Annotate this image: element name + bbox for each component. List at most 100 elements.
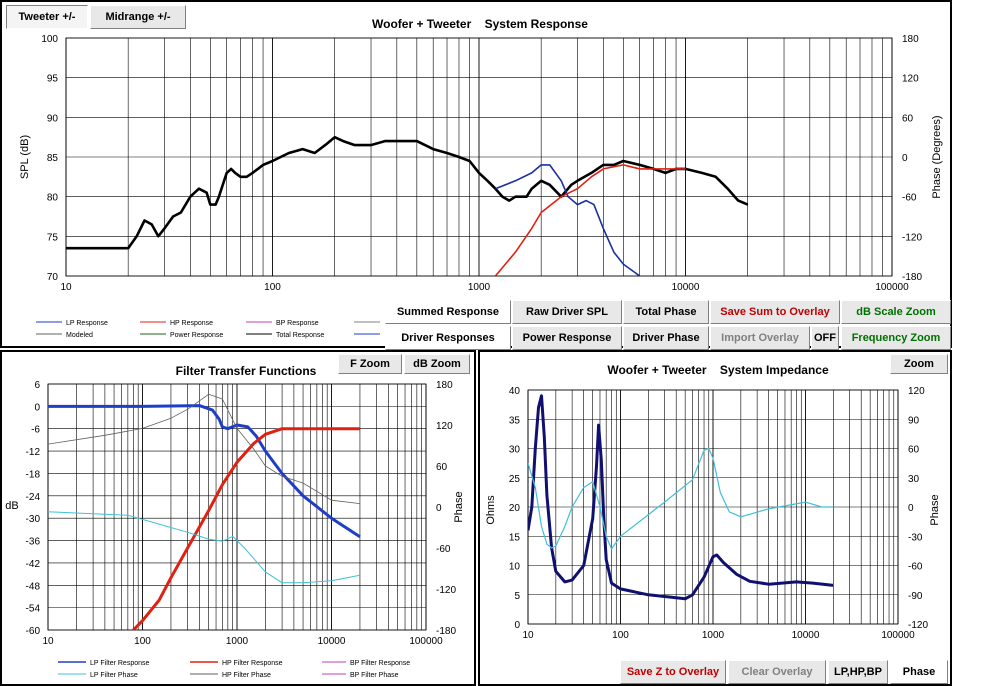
lp-filter-phase-line	[48, 511, 360, 584]
filter-legend: LP Filter Response HP Filter Response BP…	[58, 660, 410, 679]
lp-hp-bp-button[interactable]: LP,HP,BP	[828, 660, 888, 684]
legend-hp-label: HP Filter Response	[222, 660, 283, 667]
chart-title: Filter Transfer Functions	[176, 364, 317, 378]
f-zoom-button[interactable]: F Zoom	[338, 354, 402, 374]
y-tick-label: -18	[26, 469, 41, 480]
y-tick-label: 0	[34, 402, 40, 413]
tweeter-toggle-button[interactable]: Tweeter +/-	[6, 5, 88, 29]
y-tick-label: 6	[34, 380, 40, 391]
legend-lp-label: LP Filter Response	[90, 660, 150, 667]
x-tick-label: 100	[612, 630, 629, 641]
x-tick-label: 10	[522, 630, 534, 641]
raw-driver-spl-button[interactable]: Raw Driver SPL	[512, 300, 622, 324]
y-tick-label: 90	[47, 113, 59, 124]
y-tick-label: -30	[26, 514, 41, 525]
total-response-line	[66, 135, 749, 250]
plot-area: 10 100 1000 10000 10000060-6-12-18-24-30-36-…	[26, 380, 457, 647]
db-scale-zoom-button[interactable]: dB Scale Zoom	[841, 300, 951, 324]
power-response-button[interactable]: Power Response	[512, 326, 622, 350]
y2-tick-label: -120	[902, 232, 922, 243]
y-tick-label: 100	[41, 34, 58, 45]
y2-axis-label: Phase	[453, 491, 465, 522]
legend-total-label: Total Response	[276, 332, 324, 339]
lp-response-line	[495, 164, 641, 276]
total-phase-button[interactable]: Total Phase	[623, 300, 709, 324]
clear-overlay-button[interactable]: Clear Overlay	[728, 660, 826, 684]
x-tick-label: 1000	[468, 282, 491, 293]
y2-tick-label: 0	[902, 153, 908, 164]
y-axis-label: Ohms	[485, 495, 497, 525]
x-tick-label: 10000	[672, 282, 700, 293]
y2-tick-label: 0	[908, 503, 914, 514]
y-tick-label: 10	[509, 562, 521, 573]
legend-bpp-label: BP Filter Phase	[350, 672, 399, 679]
summed-response-button[interactable]: Summed Response	[385, 300, 511, 324]
y-axis-label: dB	[5, 500, 18, 512]
y2-tick-label: 90	[908, 415, 920, 426]
y2-tick-label: -120	[436, 585, 456, 596]
import-overlay-button[interactable]: Import Overlay	[710, 326, 810, 350]
plot-area: 10 100 1000 10000 100000 70 75 80 85 90 95 100 -180 -…	[41, 34, 922, 293]
legend-lp-label: LP Response	[66, 320, 108, 327]
y-tick-label: 5	[514, 591, 520, 602]
y2-tick-label: 120	[436, 421, 453, 432]
y2-tick-label: 180	[436, 380, 453, 391]
y2-tick-label: 60	[436, 462, 448, 473]
y-tick-label: 30	[509, 445, 521, 456]
driver-phase-button[interactable]: Driver Phase	[623, 326, 709, 350]
overlay-off-button[interactable]: OFF	[811, 326, 839, 350]
midrange-toggle-button[interactable]: Midrange +/-	[90, 5, 186, 29]
y2-tick-label: 60	[908, 445, 920, 456]
y-tick-label: 0	[514, 620, 520, 631]
db-zoom-button[interactable]: dB Zoom	[404, 354, 470, 374]
y-tick-label: -48	[26, 581, 41, 592]
y-tick-label: -60	[26, 626, 41, 637]
y2-tick-label: 120	[908, 386, 925, 397]
y2-tick-label: 30	[908, 474, 920, 485]
x-tick-label: 100	[134, 636, 151, 647]
y2-tick-label: -90	[908, 591, 923, 602]
legend-bp-label: BP Response	[276, 320, 319, 327]
y-tick-label: 40	[509, 386, 521, 397]
y2-tick-label: 120	[902, 74, 919, 85]
save-z-to-overlay-button[interactable]: Save Z to Overlay	[620, 660, 726, 684]
y2-tick-label: 0	[436, 503, 442, 514]
legend-modeled-label: Modeled	[66, 332, 93, 339]
x-tick-label: 10000	[318, 636, 346, 647]
zoom-button[interactable]: Zoom	[890, 354, 948, 374]
chart-title: Woofer + Tweeter System Impedance	[607, 363, 829, 377]
y-tick-label: 35	[509, 415, 521, 426]
y-tick-label: 70	[47, 272, 59, 283]
system-response-chart: Woofer + Tweeter System Response SPL (dB…	[19, 17, 943, 293]
y-axis-label: SPL (dB)	[19, 135, 31, 179]
legend-hp-label: HP Response	[170, 320, 213, 327]
y2-tick-label: -180	[902, 272, 922, 283]
phase-button[interactable]: Phase	[890, 660, 948, 684]
y2-tick-label: -120	[908, 620, 928, 631]
driver-responses-button[interactable]: Driver Responses	[385, 326, 511, 350]
y2-tick-label: -60	[902, 193, 917, 204]
hp-response-line	[494, 164, 686, 276]
plot-border	[65, 37, 893, 277]
y2-tick-label: -60	[908, 562, 923, 573]
y-tick-label: 20	[509, 503, 521, 514]
legend-power-label: Power Response	[170, 332, 223, 339]
plot-border	[47, 383, 427, 631]
x-tick-label: 10	[42, 636, 54, 647]
y-tick-label: 95	[47, 74, 59, 85]
y-tick-label: -54	[26, 604, 41, 615]
frequency-zoom-button[interactable]: Frequency Zoom	[841, 326, 951, 350]
y-tick-label: -24	[26, 492, 41, 503]
save-sum-to-overlay-button[interactable]: Save Sum to Overlay	[710, 300, 840, 324]
x-tick-label: 1000	[702, 630, 725, 641]
system-response-panel: Tweeter +/- Midrange +/- Woofer + Tweete…	[0, 0, 952, 350]
y2-axis-label: Phase (Degrees)	[931, 115, 943, 198]
x-tick-label: 1000	[226, 636, 249, 647]
x-tick-label: 100	[264, 282, 281, 293]
lp-filter-response-line	[48, 404, 361, 539]
y-tick-label: -36	[26, 537, 41, 548]
x-tick-label: 100000	[409, 636, 443, 647]
legend-hpp-label: HP Filter Phase	[222, 672, 271, 679]
y-tick-label: 25	[509, 474, 521, 485]
legend: LP Response HP Response BP Response Mode…	[36, 320, 380, 339]
